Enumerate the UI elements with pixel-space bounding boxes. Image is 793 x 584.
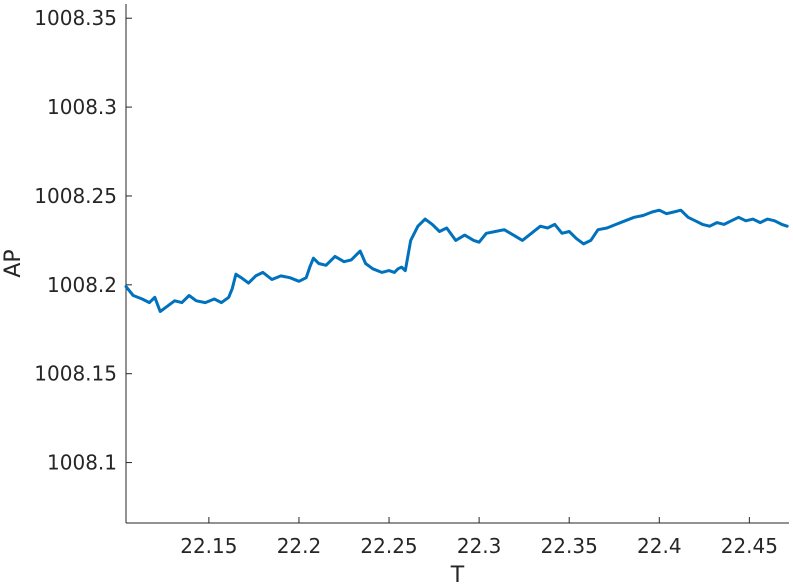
x-axis-label: T	[450, 563, 465, 584]
x-tick-label: 22.45	[721, 534, 778, 558]
x-tick-label: 22.2	[277, 534, 322, 558]
y-tick-label: 1008.25	[34, 184, 117, 208]
axes	[125, 4, 789, 524]
y-tick-label: 1008.3	[47, 95, 117, 119]
x-tick-label: 22.15	[180, 534, 237, 558]
x-ticks: 22.15 22.2 22.25 22.3 22.35 22.4 22.45	[180, 517, 778, 558]
y-tick-label: 1008.1	[47, 451, 117, 475]
x-tick-label: 22.25	[360, 534, 417, 558]
series-group	[124, 208, 789, 313]
x-tick-label: 22.3	[457, 534, 502, 558]
y-tick-label: 1008.35	[34, 6, 117, 30]
y-axis-label: AP	[1, 249, 26, 277]
y-ticks: 1008.1 1008.15 1008.2 1008.25 1008.3 1008.35	[34, 6, 132, 475]
series-line	[124, 208, 789, 313]
x-tick-label: 22.35	[541, 534, 598, 558]
y-tick-label: 1008.2	[47, 273, 117, 297]
x-tick-label: 22.4	[637, 534, 682, 558]
y-tick-label: 1008.15	[34, 362, 117, 386]
